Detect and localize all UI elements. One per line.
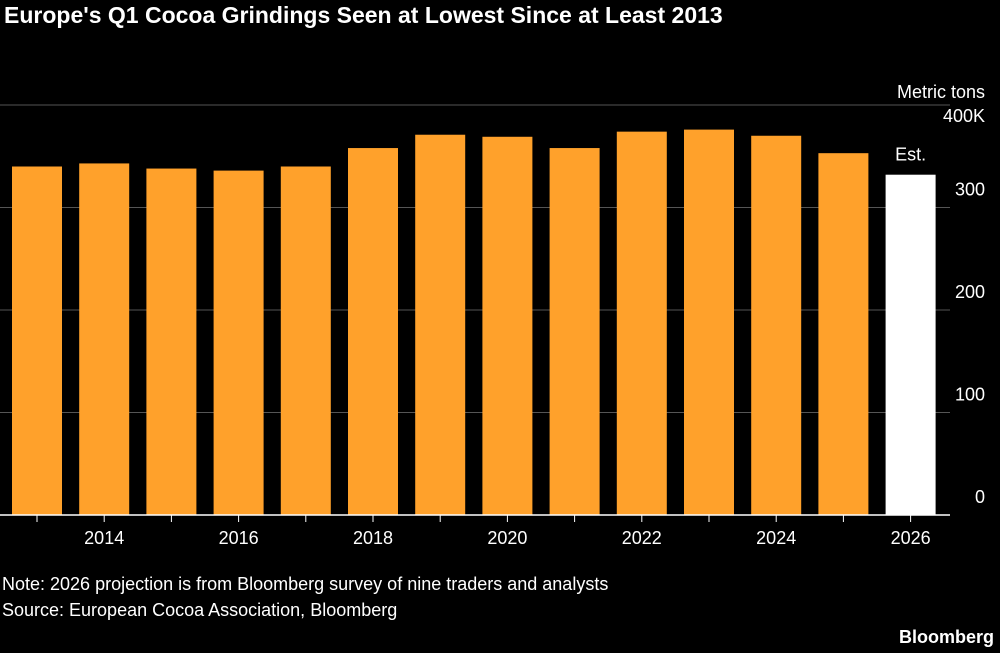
y-tick-label: 200 <box>955 282 985 302</box>
brand: Bloomberg <box>899 627 994 647</box>
bar <box>79 163 130 516</box>
x-tick-label: 2026 <box>891 528 931 548</box>
bar <box>885 174 936 515</box>
bar <box>415 134 466 515</box>
y-tick-label: 100 <box>955 384 985 404</box>
x-tick-label: 2022 <box>622 528 662 548</box>
bar <box>213 170 264 515</box>
bar <box>684 129 734 515</box>
bar <box>616 131 667 515</box>
bar <box>280 166 331 515</box>
bar <box>482 136 533 515</box>
y-tick-label: 400K <box>943 106 985 126</box>
x-tick-label: 2016 <box>219 528 259 548</box>
source: Source: European Cocoa Association, Bloo… <box>2 600 397 620</box>
annotation: Est. <box>895 144 926 164</box>
bar <box>348 148 398 516</box>
y-axis-label: Metric tons <box>897 82 985 102</box>
y-tick-label: 300 <box>955 179 985 199</box>
bar <box>751 135 802 515</box>
y-tick-label: 0 <box>975 487 985 507</box>
bar <box>146 168 197 516</box>
x-tick-label: 2024 <box>756 528 796 548</box>
x-tick-label: 2014 <box>84 528 124 548</box>
chart-title: Europe's Q1 Cocoa Grindings Seen at Lowe… <box>4 2 723 28</box>
x-tick-label: 2020 <box>487 528 527 548</box>
bar <box>12 166 62 515</box>
note: Note: 2026 projection is from Bloomberg … <box>2 574 608 594</box>
bar <box>818 153 869 516</box>
x-tick-label: 2018 <box>353 528 393 548</box>
bar <box>549 148 600 516</box>
